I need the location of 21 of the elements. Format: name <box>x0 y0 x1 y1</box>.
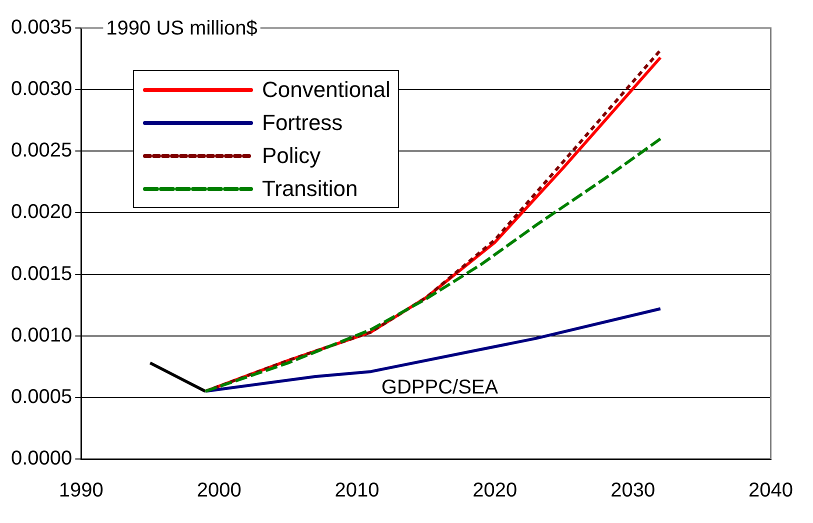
x-tick-label: 2020 <box>472 480 518 502</box>
x-tick-label: 2000 <box>196 480 242 502</box>
y-tick-label: 0.0035 <box>11 16 72 39</box>
y-axis-title: 1990 US million$ <box>106 18 258 40</box>
y-tick-label: 0.0025 <box>11 140 72 162</box>
legend-label: Fortress <box>262 109 343 137</box>
y-tick-label: 0.0010 <box>11 324 72 346</box>
y-tick-label: 0.0000 <box>11 448 72 470</box>
x-tick-label: 2010 <box>334 480 380 502</box>
x-tick-label: 2030 <box>610 480 656 502</box>
x-tick-label: 1990 <box>58 480 104 502</box>
x-tick-label: 2040 <box>748 480 794 502</box>
legend-label: Conventional <box>262 76 390 104</box>
legend-label: Transition <box>262 175 358 203</box>
y-tick-label: 0.0005 <box>11 386 72 408</box>
y-tick-label: 0.0020 <box>11 201 72 224</box>
line-series <box>204 137 662 393</box>
annotation: GDPPC/SEA <box>381 376 499 398</box>
legend-label: Policy <box>262 142 321 170</box>
y-tick-label: 0.0015 <box>11 262 72 285</box>
y-tick-label: 0.0030 <box>11 78 72 100</box>
